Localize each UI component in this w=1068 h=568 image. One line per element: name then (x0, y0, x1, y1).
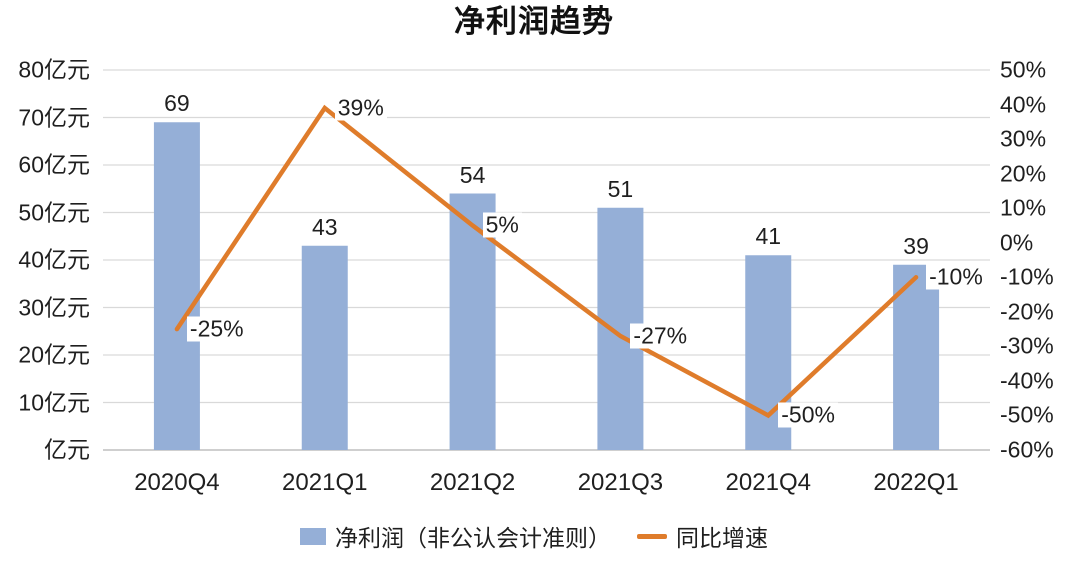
right-axis-tick: -20% (1000, 298, 1054, 325)
bar (153, 122, 200, 450)
right-axis-tick: 10% (1000, 194, 1047, 221)
line-point-label: -25% (186, 316, 247, 342)
chart-title: 净利润趋势 (454, 4, 614, 39)
line-point-label: -10% (926, 264, 986, 290)
left-axis-tick: 60亿元 (18, 151, 90, 178)
legend-line-label: 同比增速 (676, 525, 768, 551)
bar-value-label: 54 (459, 161, 486, 188)
category-label: 2021Q4 (725, 469, 811, 496)
bar (893, 264, 940, 450)
left-axis-tick: 20亿元 (18, 341, 90, 368)
bar-value-label: 51 (607, 175, 634, 202)
line-point-label: -50% (778, 402, 838, 428)
left-axis-tick: 80亿元 (18, 56, 90, 83)
category-label: 2021Q2 (429, 469, 516, 496)
right-axis-tick: 0% (1000, 229, 1034, 256)
right-axis-tick: 30% (1000, 125, 1047, 152)
bar-value-label: 43 (311, 213, 338, 240)
legend-bar-label: 净利润（非公认会计准则） (335, 525, 611, 551)
bar-value-label: 69 (164, 90, 190, 117)
line-point-label: -27% (630, 323, 691, 349)
right-axis-tick: -30% (1000, 332, 1054, 359)
right-axis-tick: 20% (1000, 160, 1047, 187)
right-axis-tick: -50% (1000, 401, 1054, 428)
right-axis-tick: -10% (1000, 263, 1054, 290)
left-axis-tick: 30亿元 (18, 294, 90, 320)
left-axis-tick: 10亿元 (18, 389, 90, 415)
line-point-label: 5% (482, 212, 522, 238)
left-axis-tick: 50亿元 (18, 199, 90, 225)
category-label: 2020Q4 (134, 469, 220, 496)
right-axis-tick: 50% (1000, 56, 1047, 83)
legend-line-swatch-icon (637, 533, 667, 539)
left-axis-tick: 40亿元 (18, 246, 90, 273)
left-axis-tick: 亿元 (44, 436, 90, 463)
bar (301, 245, 348, 450)
right-axis-tick: 40% (1000, 91, 1047, 118)
category-label: 2021Q1 (282, 469, 368, 496)
left-axis-tick: 70亿元 (18, 104, 90, 130)
right-axis-tick: -60% (1000, 436, 1054, 463)
bar-value-label: 41 (755, 223, 782, 250)
legend: 净利润（非公认会计准则） 同比增速 (0, 521, 1068, 551)
bar-value-label: 39 (903, 232, 929, 259)
line-point-label: 39% (334, 95, 387, 121)
category-label: 2021Q3 (577, 469, 664, 496)
legend-bar-swatch-icon (300, 527, 326, 545)
right-axis-tick: -40% (1000, 367, 1054, 394)
category-label: 2022Q1 (873, 469, 959, 496)
line-series (174, 104, 919, 419)
